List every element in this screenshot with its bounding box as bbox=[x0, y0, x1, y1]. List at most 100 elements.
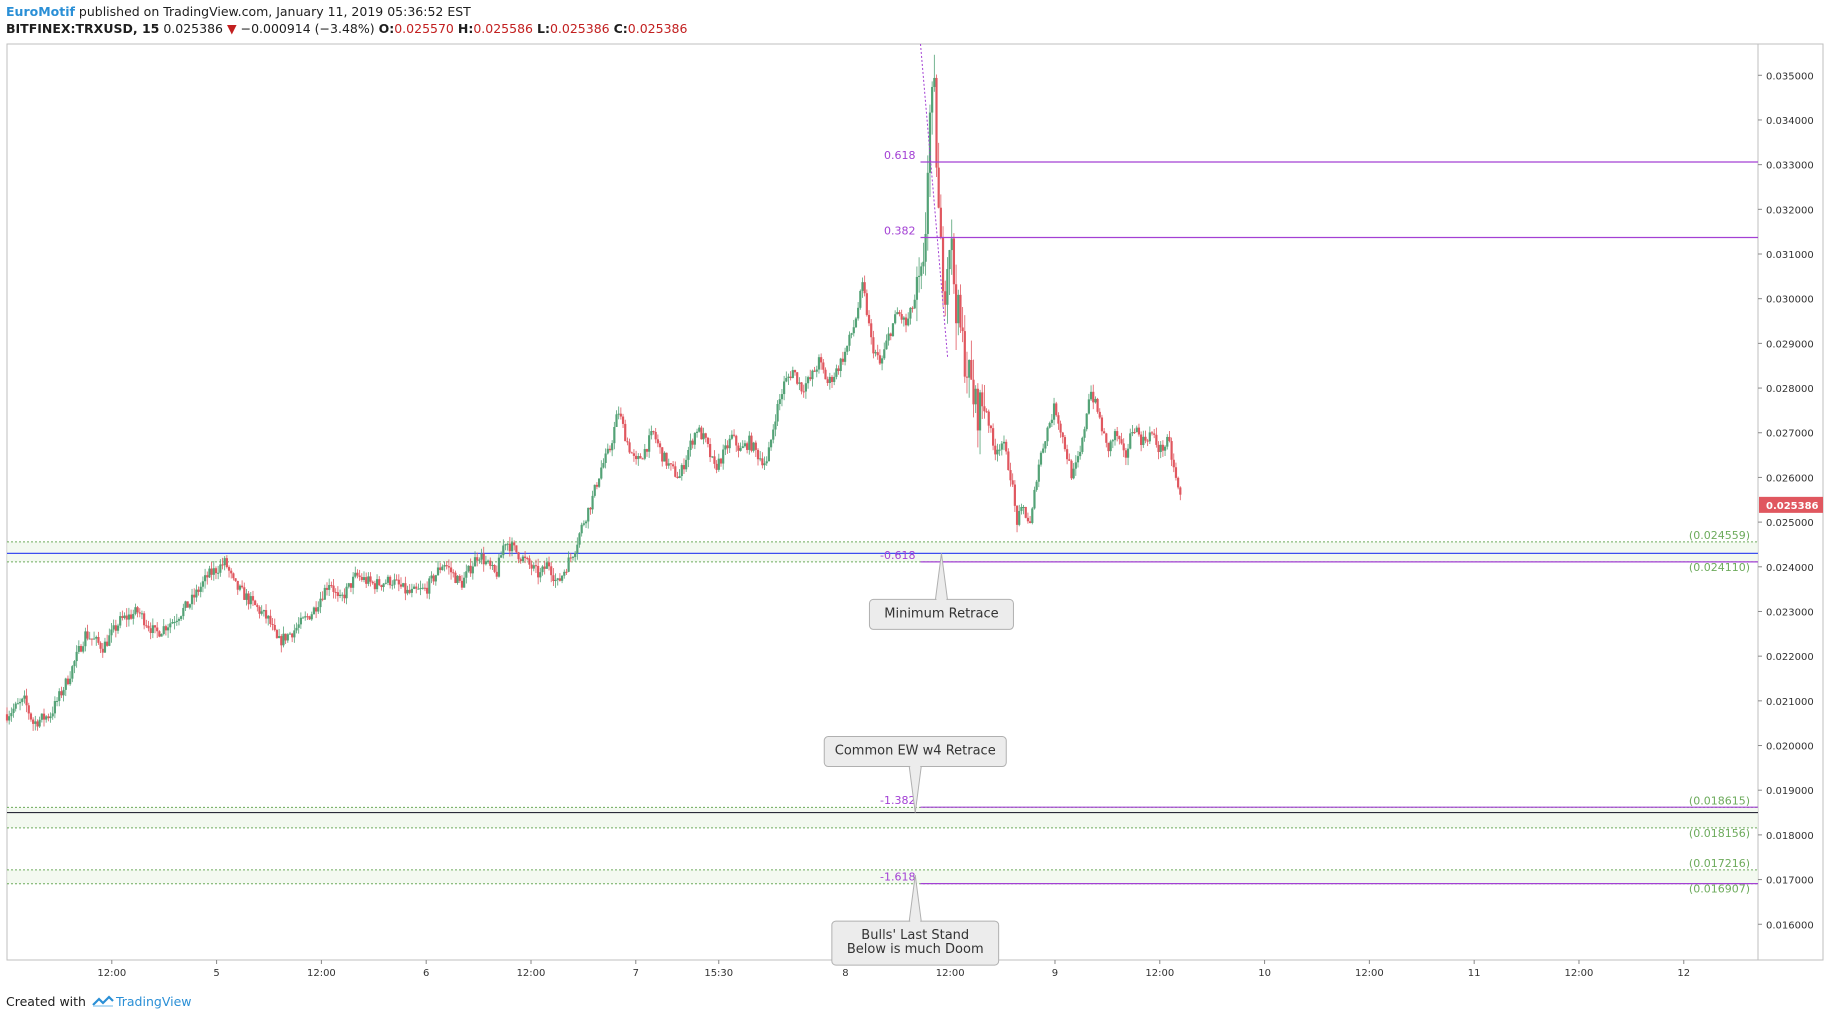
tradingview-brand[interactable]: TradingView bbox=[115, 994, 192, 1009]
candle-body bbox=[465, 571, 468, 578]
candle-body bbox=[360, 576, 363, 580]
candle-body bbox=[58, 691, 61, 701]
candle-body bbox=[1140, 434, 1143, 446]
candle-body bbox=[473, 557, 477, 567]
candle-body bbox=[190, 594, 194, 605]
down-arrow-icon: ▼ bbox=[226, 21, 237, 36]
candle-body bbox=[406, 589, 409, 594]
candle-body bbox=[412, 586, 416, 589]
candle-body bbox=[976, 388, 979, 431]
candle-body bbox=[352, 576, 355, 588]
candle-body bbox=[114, 625, 117, 631]
candle-body bbox=[772, 429, 775, 440]
candle-body bbox=[859, 290, 862, 308]
candle-body bbox=[632, 453, 636, 456]
candle-body bbox=[1015, 505, 1019, 525]
price-tick-label: 0.032000 bbox=[1766, 205, 1814, 216]
candle-body bbox=[787, 376, 790, 378]
candle-body bbox=[978, 392, 982, 431]
candle-body bbox=[563, 571, 566, 576]
candle-body bbox=[38, 719, 41, 727]
candle-body bbox=[957, 294, 960, 324]
candle-body bbox=[175, 620, 178, 623]
candle-body bbox=[709, 444, 712, 458]
candle-body bbox=[1131, 432, 1134, 434]
candle-body bbox=[362, 577, 366, 580]
support-zone bbox=[7, 807, 1758, 828]
candle-body bbox=[12, 708, 15, 714]
candle-body bbox=[870, 323, 873, 338]
candle-body bbox=[1157, 444, 1160, 453]
candle-body bbox=[1107, 442, 1110, 452]
candle-body bbox=[996, 449, 999, 455]
time-tick-label: 12:00 bbox=[517, 968, 546, 979]
candle-body bbox=[521, 556, 525, 562]
candle-body bbox=[199, 586, 202, 592]
candle-body bbox=[796, 372, 799, 384]
candle-body bbox=[547, 562, 551, 567]
candle-body bbox=[495, 571, 498, 577]
candle-body bbox=[332, 585, 335, 592]
candle-body bbox=[759, 458, 762, 460]
price-chart[interactable]: 0.035000 0.034000 0.033000 0.032000 0.031000… bbox=[0, 0, 1828, 990]
author-name[interactable]: EuroMotif bbox=[6, 4, 75, 19]
candle-body bbox=[800, 382, 803, 392]
candle-body bbox=[1029, 521, 1032, 524]
candle-body bbox=[1137, 427, 1141, 435]
candle-body bbox=[676, 476, 679, 479]
time-tick-label: 10 bbox=[1258, 968, 1271, 979]
candle-body bbox=[282, 633, 285, 646]
candle-body bbox=[722, 449, 725, 464]
candle-body bbox=[1007, 451, 1010, 471]
candle-body bbox=[776, 404, 779, 422]
candle-body bbox=[138, 612, 141, 614]
callout-text: Common EW w4 Retrace bbox=[835, 744, 996, 759]
candle-body bbox=[970, 359, 973, 380]
candle-body bbox=[125, 615, 128, 620]
publish-header: EuroMotif published on TradingView.com, … bbox=[6, 4, 471, 19]
fib-level-label: 0.618 bbox=[884, 149, 916, 162]
candle-body bbox=[748, 435, 751, 450]
candle-body bbox=[931, 86, 934, 113]
candle-body bbox=[27, 705, 30, 714]
candle-body bbox=[1163, 446, 1167, 451]
candle-body bbox=[894, 314, 897, 324]
price-tick-label: 0.017000 bbox=[1766, 876, 1814, 887]
candle-body bbox=[169, 623, 172, 628]
candle-body bbox=[1118, 436, 1121, 440]
candle-body bbox=[40, 713, 43, 720]
candle-body bbox=[1013, 484, 1016, 506]
candle-body bbox=[1081, 437, 1084, 452]
candle-body bbox=[567, 557, 570, 572]
candle-body bbox=[1026, 517, 1030, 522]
candle-body bbox=[900, 314, 903, 320]
candle-body bbox=[478, 559, 481, 561]
candle-body bbox=[1002, 441, 1006, 444]
candle-body bbox=[419, 587, 422, 589]
candle-body bbox=[166, 627, 170, 631]
candle-body bbox=[717, 458, 720, 470]
candle-body bbox=[380, 585, 383, 588]
candle-body bbox=[1174, 467, 1178, 478]
time-tick-label: 11 bbox=[1468, 968, 1481, 979]
candle-body bbox=[373, 583, 376, 590]
candle-body bbox=[1135, 427, 1138, 433]
candle-body bbox=[983, 406, 986, 412]
candle-body bbox=[212, 568, 215, 575]
candle-body bbox=[334, 591, 337, 593]
candle-body bbox=[783, 381, 786, 395]
candle-body bbox=[554, 579, 557, 582]
candle-body bbox=[34, 721, 37, 724]
candle-body bbox=[617, 413, 620, 415]
candle-body bbox=[153, 625, 157, 628]
candle-body bbox=[941, 237, 945, 292]
candle-body bbox=[201, 581, 205, 587]
candle-body bbox=[865, 293, 868, 315]
candle-body bbox=[972, 379, 975, 405]
candle-body bbox=[301, 617, 305, 619]
candle-body bbox=[907, 318, 910, 326]
candle-body bbox=[1039, 452, 1043, 465]
candle-body bbox=[1079, 451, 1082, 457]
candle-body bbox=[1061, 432, 1064, 438]
candle-body bbox=[606, 448, 609, 454]
